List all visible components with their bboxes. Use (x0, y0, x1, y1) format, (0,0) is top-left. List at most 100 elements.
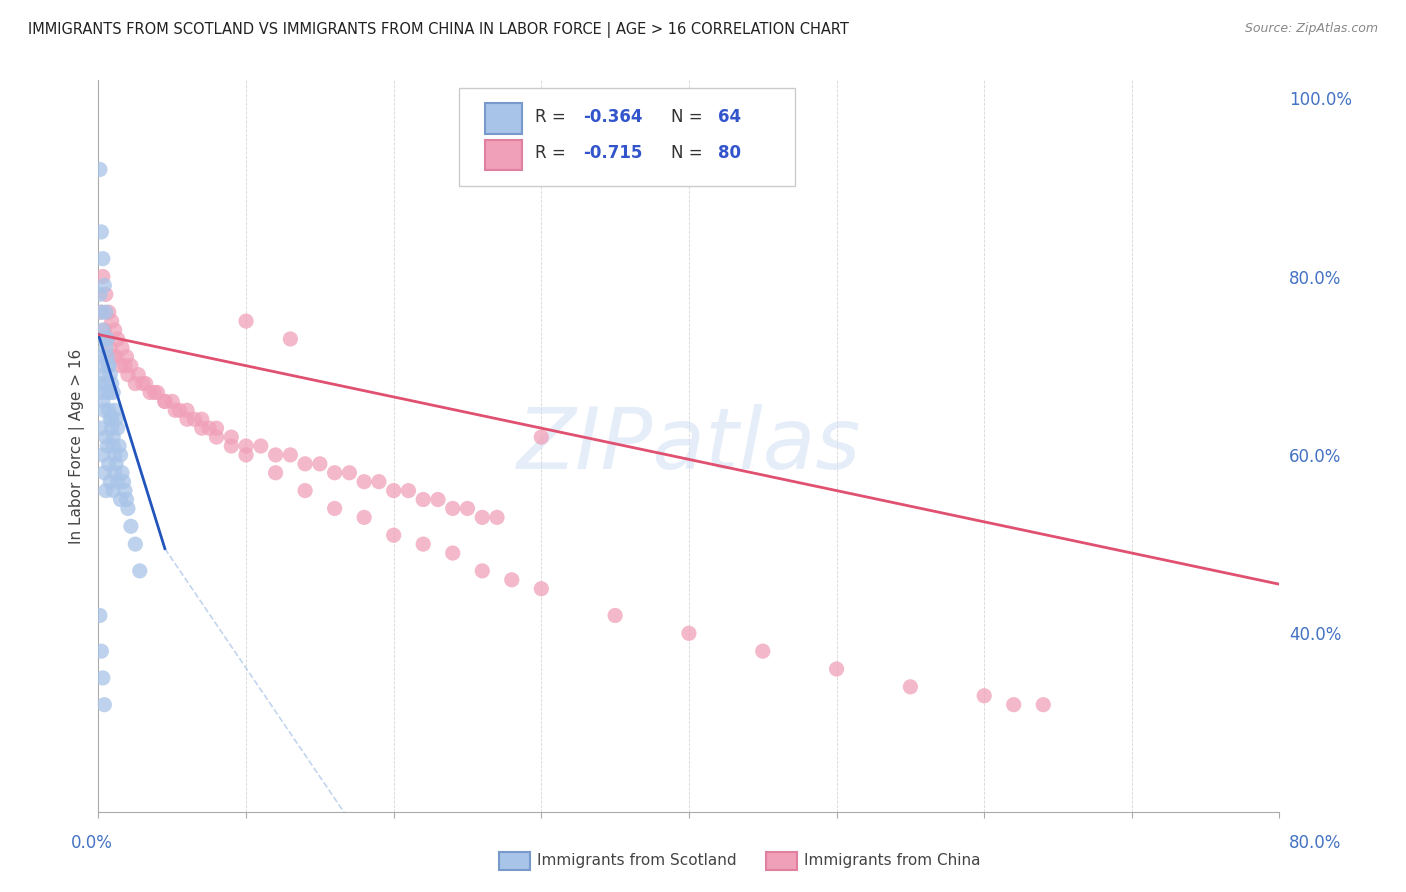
Point (93, 278, 115, 293)
Point (105, 412, 128, 426)
Point (100, 412, 122, 426)
Point (382, 528, 405, 542)
Point (90, 421, 112, 435)
Point (94, 376, 117, 391)
Point (114, 359, 136, 373)
Point (93, 323, 115, 337)
Point (221, 430, 243, 444)
Point (108, 439, 131, 453)
Point (353, 510, 375, 524)
Point (111, 341, 134, 355)
Point (1002, 698, 1025, 712)
Point (128, 564, 150, 578)
Text: 0.0%: 0.0% (70, 834, 112, 852)
Point (135, 376, 157, 391)
Point (111, 466, 134, 480)
Point (97, 359, 120, 373)
Point (94, 430, 117, 444)
Point (98, 341, 121, 355)
Point (103, 385, 125, 400)
Point (900, 680, 922, 694)
Point (107, 332, 129, 346)
Point (117, 501, 139, 516)
Point (221, 439, 243, 453)
Text: Immigrants from Scotland: Immigrants from Scotland (537, 854, 737, 868)
FancyBboxPatch shape (485, 139, 523, 170)
Point (90, 225, 112, 239)
Point (96, 350, 118, 364)
Y-axis label: In Labor Force | Age > 16: In Labor Force | Age > 16 (69, 349, 84, 543)
Text: N =: N = (671, 108, 709, 126)
Point (264, 448, 287, 462)
Point (115, 492, 138, 507)
Text: 80.0%: 80.0% (1288, 834, 1341, 852)
Point (91, 671, 114, 685)
Point (398, 483, 420, 498)
Point (323, 466, 346, 480)
Point (471, 564, 494, 578)
Point (309, 457, 332, 471)
Point (264, 466, 287, 480)
Point (93, 466, 115, 480)
Point (91, 394, 114, 409)
Point (294, 457, 316, 471)
Point (91, 269, 114, 284)
Point (146, 385, 169, 400)
Point (973, 689, 995, 703)
Point (205, 430, 228, 444)
Text: N =: N = (671, 145, 709, 162)
Point (120, 519, 142, 533)
Point (93, 368, 115, 382)
Point (94, 341, 117, 355)
Point (280, 448, 302, 462)
Point (176, 412, 198, 426)
Point (368, 475, 391, 489)
Text: ZIPatlas: ZIPatlas (517, 404, 860, 488)
FancyBboxPatch shape (458, 87, 796, 186)
Point (96, 332, 118, 346)
Point (501, 573, 523, 587)
Point (103, 439, 125, 453)
Point (235, 448, 257, 462)
Point (280, 332, 302, 346)
Point (98, 385, 121, 400)
Point (382, 483, 405, 498)
Point (471, 510, 494, 524)
Point (104, 448, 127, 462)
Point (104, 403, 127, 417)
Point (339, 466, 361, 480)
Point (235, 439, 257, 453)
Point (105, 457, 128, 471)
Point (1032, 698, 1054, 712)
Text: Source: ZipAtlas.com: Source: ZipAtlas.com (1244, 22, 1378, 36)
Point (250, 439, 273, 453)
Point (89, 287, 111, 301)
Point (91, 359, 114, 373)
Text: R =: R = (536, 145, 571, 162)
Point (91, 252, 114, 266)
Point (112, 475, 135, 489)
Point (678, 626, 700, 640)
Point (530, 582, 553, 596)
Point (103, 430, 125, 444)
Text: Immigrants from China: Immigrants from China (804, 854, 981, 868)
Point (412, 537, 434, 551)
Point (486, 510, 509, 524)
Point (110, 492, 132, 507)
Point (205, 421, 228, 435)
Point (97, 403, 120, 417)
Point (323, 501, 346, 516)
Point (235, 314, 257, 328)
Point (605, 608, 627, 623)
Point (93, 332, 115, 346)
Point (825, 662, 848, 676)
Point (427, 492, 450, 507)
Point (183, 412, 205, 426)
Point (100, 376, 122, 391)
Point (90, 385, 112, 400)
Point (153, 394, 176, 409)
Point (752, 644, 775, 658)
Text: R =: R = (536, 108, 571, 126)
Point (97, 359, 120, 373)
Point (176, 403, 198, 417)
